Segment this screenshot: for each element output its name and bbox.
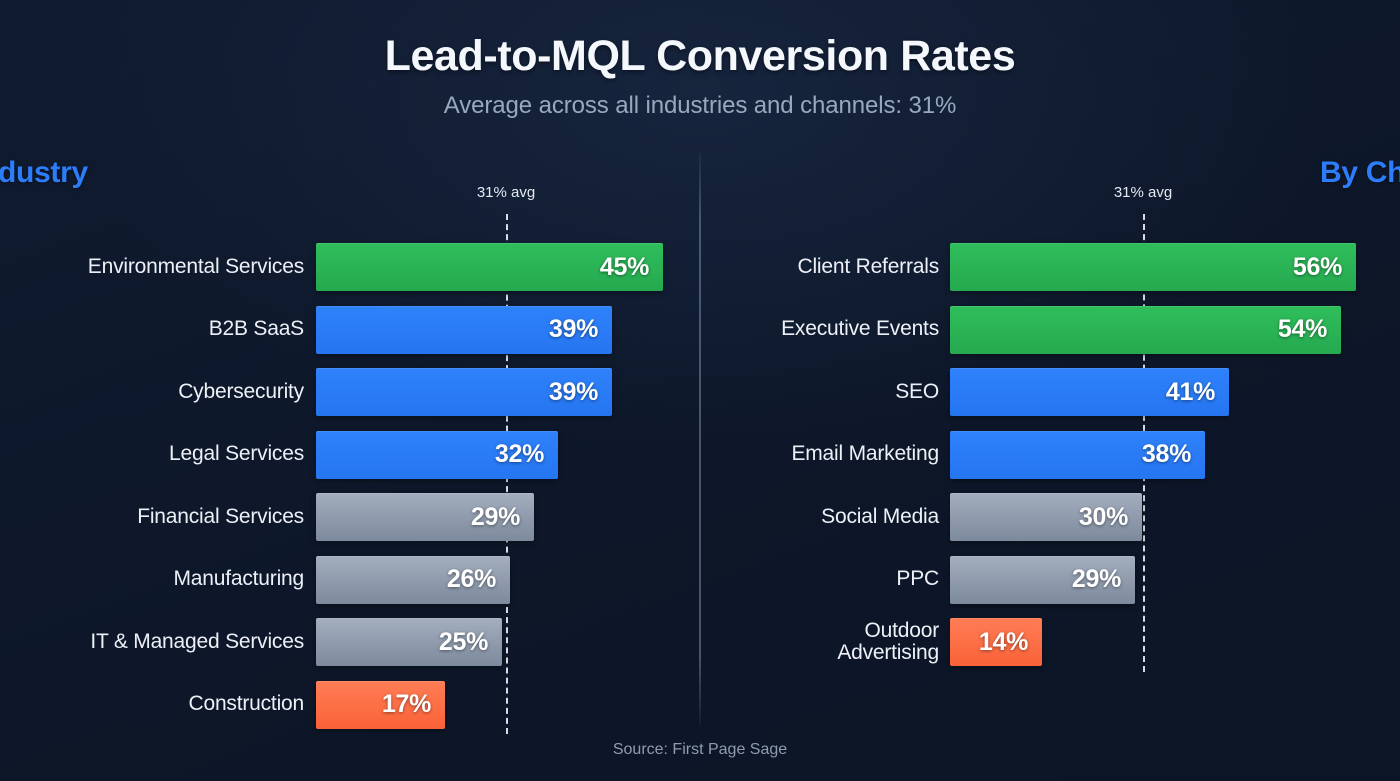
bar-value-label: 30% [1078, 502, 1128, 531]
bar-value-label: 17% [381, 690, 431, 719]
avg-label-by-channel: 31% avg [1113, 184, 1173, 201]
bar-row: Manufacturing 26% [0, 549, 700, 612]
bar: 56% [950, 243, 1356, 292]
bar: 17% [316, 680, 445, 729]
bar-value-label: 39% [548, 315, 598, 344]
bar: 26% [316, 555, 510, 604]
bar-value-label: 32% [494, 440, 544, 469]
bar-row: Social Media 30% [700, 486, 1400, 549]
bar-value-label: 38% [1141, 440, 1191, 469]
bar-row: B2B SaaS 39% [0, 299, 700, 362]
panel-title-by-industry: By Industry [0, 156, 88, 189]
bar-category-label: Outdoor Advertising [837, 618, 939, 665]
bar: 14% [950, 618, 1042, 667]
bar-row: Environmental Services 45% [0, 236, 700, 299]
avg-label-by-industry: 31% avg [476, 184, 536, 201]
bar: 39% [316, 368, 612, 417]
bar-category-label: Financial Services [137, 504, 304, 528]
bar-value-label: 25% [438, 627, 488, 656]
bar-rows-by-industry: Environmental Services 45% B2B SaaS 39% Cybe… [0, 236, 700, 736]
bar-row: PPC 29% [700, 549, 1400, 612]
page-title: Lead-to-MQL Conversion Rates [384, 32, 1016, 80]
bar-row: Email Marketing 38% [700, 424, 1400, 487]
bar-value-label: 41% [1165, 377, 1215, 406]
bar-category-label: Manufacturing [173, 567, 305, 591]
panel-by-industry: By Industry 31% avg Environmental Servic… [0, 148, 701, 736]
bar: 45% [316, 243, 663, 292]
bar-value-label: 56% [1292, 252, 1342, 281]
bar-value-label: 14% [978, 627, 1028, 656]
panel-title-by-channel: By Channel [1319, 156, 1400, 189]
bar-row: Client Referrals 56% [700, 236, 1400, 299]
bar-rows-by-channel: Client Referrals 56% Executive Events 54% SE… [700, 236, 1400, 674]
source-note: Source: First Page Sage [612, 741, 788, 758]
bar-row: Financial Services 29% [0, 486, 700, 549]
bar-category-label: Construction [188, 692, 305, 716]
panels-container: By Industry 31% avg Environmental Servic… [0, 148, 1400, 734]
bar: 29% [950, 555, 1135, 604]
bar-row: Cybersecurity 39% [0, 361, 700, 424]
bar: 32% [316, 430, 558, 479]
bar-category-label: IT & Managed Services [90, 629, 304, 653]
bar: 29% [316, 493, 534, 542]
bar-row: Construction 17% [0, 674, 700, 737]
bar-category-label: PPC [896, 567, 939, 591]
bar-category-label: SEO [895, 379, 939, 403]
panel-divider [699, 153, 701, 725]
bar-category-label: Client Referrals [797, 254, 939, 278]
bar: 25% [316, 618, 502, 667]
bar-value-label: 39% [548, 377, 598, 406]
bar: 30% [950, 493, 1142, 542]
bar-row: Outdoor Advertising 14% [700, 611, 1400, 674]
chart-subtitle: Average across all industries and channe… [443, 91, 957, 119]
bar-category-label: B2B SaaS [208, 317, 305, 341]
panel-by-channel: By Channel 31% avg Client Referrals 56% Ex… [700, 148, 1400, 734]
bar-category-label: Environmental Services [87, 254, 304, 278]
chart-header: Lead-to-MQL Conversion Rates Average acr… [0, 32, 1400, 120]
bar-value-label: 26% [446, 565, 496, 594]
bar: 54% [950, 305, 1341, 354]
bar-category-label: Legal Services [169, 442, 304, 466]
bar-row: Legal Services 32% [0, 424, 700, 487]
bar: 38% [950, 430, 1205, 479]
bar-value-label: 54% [1277, 315, 1327, 344]
bar-row: SEO 41% [700, 361, 1400, 424]
bar-value-label: 29% [470, 502, 520, 531]
bar: 39% [316, 305, 612, 354]
bar-category-label: Email Marketing [791, 442, 939, 466]
bar-row: Executive Events 54% [700, 299, 1400, 362]
bar-category-label: Cybersecurity [178, 379, 304, 403]
bar: 41% [950, 368, 1229, 417]
bar-value-label: 29% [1071, 565, 1121, 594]
bar-value-label: 45% [599, 252, 649, 281]
bar-category-label: Social Media [821, 504, 939, 528]
bar-row: IT & Managed Services 25% [0, 611, 700, 674]
bar-category-label: Executive Events [781, 317, 939, 341]
